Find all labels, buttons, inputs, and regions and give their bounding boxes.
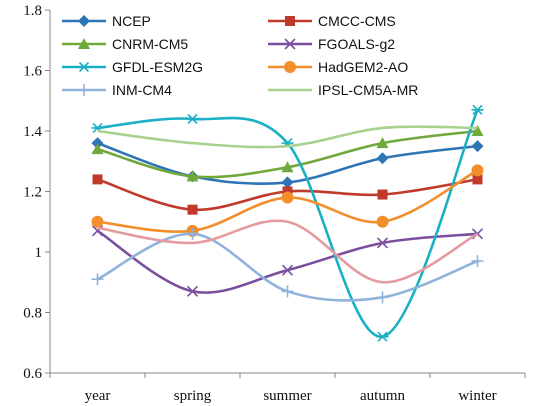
series-gfdl-esm2g [91, 104, 484, 342]
y-tick-label: 1.4 [23, 124, 42, 140]
x-tick-label: year [85, 388, 111, 404]
x-tick-label: autumn [360, 388, 405, 404]
series-fgoals-g2-point [376, 237, 389, 249]
series-gfdl-esm2g-point [471, 104, 484, 115]
series-cmcc-cms-point [187, 204, 198, 215]
series-unnamed-8 [97, 219, 479, 284]
series-ncep-point [471, 140, 484, 153]
legend-item-cmcc-cms-swatch-point [285, 16, 295, 26]
y-tick-label: 0.6 [23, 366, 42, 382]
series-cmcc-cms-point [472, 174, 483, 185]
series-ipsl-cm5a-mr [97, 125, 478, 149]
series-cnrm-cm5-point [471, 125, 484, 136]
series-gfdl-esm2g-line [97, 109, 479, 339]
series-group [91, 104, 484, 342]
x-tick-label: winter [458, 388, 496, 404]
legend-label: HadGEM2-AO [318, 59, 408, 75]
series-inm-cm4-point [281, 285, 294, 298]
series-ncep [91, 137, 484, 189]
series-cmcc-cms-point [282, 186, 293, 197]
series-ncep-point [376, 152, 389, 165]
y-tick-label: 1.2 [23, 185, 42, 201]
legend-item-fgoals-g2-swatch-point [284, 38, 296, 50]
legend-label: CNRM-CM5 [112, 36, 188, 52]
legend: NCEP CMCC-CMS CNRM-CM5 FGOALS-g2 GFDL-ESM2G H… [62, 13, 418, 98]
x-tick-label: summer [263, 388, 311, 404]
legend-label: GFDL-ESM2G [112, 59, 203, 75]
series-inm-cm4 [91, 227, 484, 304]
legend-label: CMCC-CMS [318, 13, 396, 29]
series-ncep-point [281, 176, 294, 189]
series-cmcc-cms-point [377, 189, 388, 200]
legend-item-cmcc-cms: CMCC-CMS [268, 13, 396, 29]
y-tick-label: 1.6 [23, 64, 42, 80]
series-gfdl-esm2g-point [186, 113, 199, 124]
series-inm-cm4-point [91, 273, 104, 286]
series-unnamed-8-line [97, 219, 479, 284]
series-hadgem2-ao-point [471, 164, 484, 177]
series-fgoals-g2-point [281, 264, 294, 276]
series-cmcc-cms-point [92, 174, 103, 185]
legend-item-ipsl-cm5a-mr: IPSL-CM5A-MR [268, 82, 418, 98]
series-cnrm-cm5-point [186, 170, 199, 182]
legend-item-hadgem2-ao-swatch-point [284, 61, 296, 73]
legend-item-ncep: NCEP [62, 13, 151, 29]
series-ncep-point [91, 137, 104, 150]
legend-item-inm-cm4: INM-CM4 [62, 82, 172, 98]
series-gfdl-esm2g-point [376, 331, 389, 342]
series-cnrm-cm5-point [376, 137, 389, 149]
series-cmcc-cms [92, 174, 483, 215]
legend-item-fgoals-g2: FGOALS-g2 [268, 36, 395, 52]
legend-item-cnrm-cm5: CNRM-CM5 [62, 36, 188, 52]
series-cnrm-cm5-point [281, 161, 294, 173]
series-fgoals-g2-point [186, 285, 199, 297]
series-cnrm-cm5 [91, 125, 484, 182]
series-ipsl-cm5a-mr-line [97, 125, 478, 149]
series-inm-cm4-point [471, 255, 484, 268]
legend-label: FGOALS-g2 [318, 36, 395, 52]
series-hadgem2-ao [91, 164, 484, 237]
series-fgoals-g2 [91, 225, 484, 297]
y-tick-label: 1 [35, 245, 43, 261]
series-hadgem2-ao-point [91, 215, 104, 228]
legend-item-gfdl-esm2g: GFDL-ESM2G [62, 59, 203, 75]
y-tick-label: 1.8 [23, 3, 42, 19]
legend-item-cnrm-cm5-swatch-point [78, 38, 90, 49]
series-inm-cm4-point [376, 291, 389, 304]
legend-label: NCEP [112, 13, 151, 29]
x-tick-label: spring [174, 388, 212, 404]
y-tick-label: 0.8 [23, 306, 42, 322]
series-hadgem2-ao-point [281, 191, 294, 204]
series-inm-cm4-point [186, 227, 199, 240]
legend-item-hadgem2-ao: HadGEM2-AO [268, 59, 408, 75]
legend-label: INM-CM4 [112, 82, 172, 98]
legend-item-inm-cm4-swatch-point [78, 84, 90, 96]
series-cnrm-cm5-point [91, 143, 104, 155]
legend-label: IPSL-CM5A-MR [318, 82, 418, 98]
axes: 0.6 0.8 1 1.2 1.4 1.6 1.8 year spring summer autum… [23, 3, 526, 404]
series-hadgem2-ao-point [376, 215, 389, 228]
legend-item-ncep-swatch-point [78, 15, 90, 27]
legend-item-gfdl-esm2g-swatch-point [78, 61, 90, 73]
